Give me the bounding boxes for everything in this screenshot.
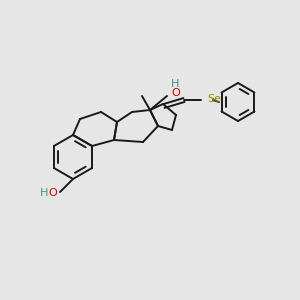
Text: H: H <box>40 188 48 198</box>
Text: H: H <box>171 79 179 89</box>
Text: O: O <box>48 188 57 198</box>
Text: O: O <box>171 88 180 98</box>
Text: Se: Se <box>207 94 221 104</box>
